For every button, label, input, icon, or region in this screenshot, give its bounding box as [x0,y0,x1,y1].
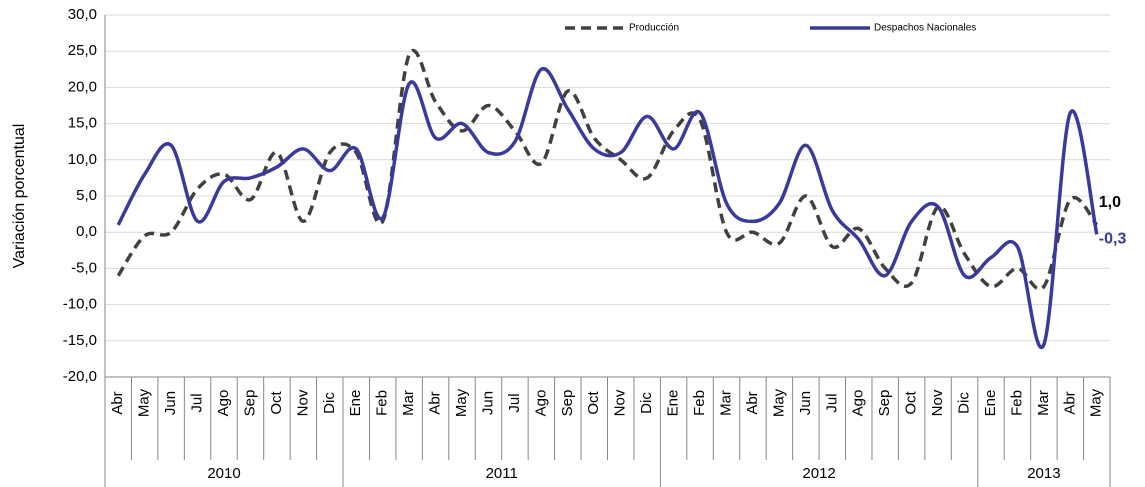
group-label: 2013 [1027,465,1060,482]
x-tick-label: Sep [559,390,576,417]
x-tick-label: May [1088,388,1105,417]
x-tick-label: Abr [744,391,761,414]
x-tick-label: Jun [479,391,496,415]
x-tick-label: Dic [321,392,338,414]
x-tick-label: May [453,388,470,417]
x-tick-label: Sep [241,390,258,417]
x-tick-label: Ene [982,390,999,417]
y-tick-label: -15,0 [63,332,97,349]
x-tick-label: Oct [585,391,602,415]
x-tick-label: Mar [717,390,734,416]
x-tick-label: Dic [956,392,973,414]
x-tick-label: Jun [797,391,814,415]
x-tick-label: Oct [903,391,920,415]
y-tick-label: -5,0 [71,259,97,276]
x-tick-label: Mar [1035,390,1052,416]
x-tick-label: Jul [189,393,206,412]
x-tick-label: Jul [823,393,840,412]
x-tick-label: May [770,388,787,417]
y-tick-label: 15,0 [68,115,97,132]
y-axis-title: Variación porcentual [11,124,28,269]
x-tick-label: Abr [109,391,126,414]
x-tick-label: Abr [1061,391,1078,414]
x-tick-label: Jun [162,391,179,415]
x-tick-label: Ago [532,390,549,417]
group-label: 2010 [207,465,240,482]
x-tick-label: Feb [691,390,708,416]
y-tick-label: 20,0 [68,78,97,95]
legend-label: Producción [629,23,679,34]
x-tick-label: Ago [850,390,867,417]
y-tick-label: 30,0 [68,6,97,23]
data-label: -0,3 [1099,231,1127,248]
x-tick-label: Oct [268,391,285,415]
x-tick-label: Ene [347,390,364,417]
group-label: 2012 [802,465,835,482]
y-tick-label: 0,0 [76,223,97,240]
x-tick-label: Nov [612,389,629,416]
x-tick-label: Nov [294,389,311,416]
x-tick-label: Sep [876,390,893,417]
x-tick-label: Jul [506,393,523,412]
line-series [116,67,1099,350]
y-tick-label: 25,0 [68,42,97,59]
x-tick-label: Ene [665,390,682,417]
x-tick-label: Mar [400,390,417,416]
y-tick-label: 5,0 [76,187,97,204]
group-label: 2011 [486,465,518,482]
data-label: 1,0 [1099,194,1121,211]
x-tick-label: Feb [1008,390,1025,416]
x-tick-label: Nov [929,389,946,416]
x-tick-label: May [136,388,153,417]
line-series [116,49,1099,291]
y-tick-label: -20,0 [63,368,97,385]
legend-label: Despachos Nacionales [874,23,976,34]
x-tick-label: Feb [374,390,391,416]
x-tick-label: Ago [215,390,232,417]
x-tick-label: Dic [638,392,655,414]
x-tick-label: Abr [427,391,444,414]
y-tick-label: 10,0 [68,151,97,168]
y-tick-label: -10,0 [63,296,97,313]
